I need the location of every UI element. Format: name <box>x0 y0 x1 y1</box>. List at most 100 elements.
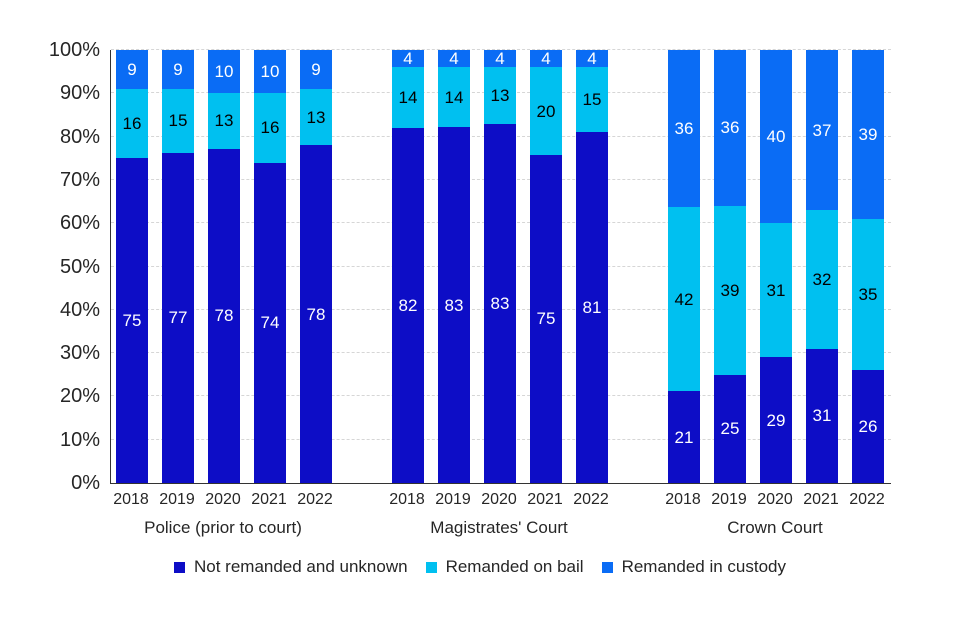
year-label: 2021 <box>803 491 839 508</box>
bar-2022: 39 35 26 <box>852 50 884 483</box>
bar-segment-remanded-on-bail: 13 <box>208 92 240 149</box>
y-axis-tick-label: 70% <box>59 168 100 191</box>
bar-segment-remanded-in-custody: 9 <box>116 50 148 89</box>
plot-area: 9 16 75 9 15 77 10 13 78 10 16 74 9 13 78 4 14 82 4 14 83 4 13… <box>110 49 891 484</box>
year-label: 2022 <box>849 491 885 508</box>
bar-value-label: 81 <box>582 298 602 318</box>
bar-segment-remanded-in-custody: 36 <box>714 50 746 206</box>
bar-segment-remanded-on-bail: 20 <box>530 67 562 155</box>
bar-value-label: 75 <box>536 309 556 329</box>
y-axis-tick-label: 100% <box>48 39 100 61</box>
y-axis-tick-label: 50% <box>59 255 100 278</box>
bar-value-label: 78 <box>214 306 234 326</box>
bar-value-label: 31 <box>812 406 832 426</box>
bar-value-label: 4 <box>541 49 551 69</box>
year-label: 2022 <box>573 491 609 508</box>
bar-value-label: 42 <box>674 289 694 309</box>
bar-segment-remanded-on-bail: 15 <box>162 88 194 153</box>
bar-segment-remanded-on-bail: 13 <box>484 67 516 124</box>
bar-value-label: 36 <box>720 118 740 138</box>
bar-segment-remanded-in-custody: 9 <box>162 50 194 89</box>
year-label: 2020 <box>757 491 793 508</box>
bar-value-label: 4 <box>449 49 459 69</box>
group-label: Magistrates' Court <box>430 518 568 537</box>
bar-segment-remanded-on-bail: 16 <box>254 93 286 163</box>
bar-2018: 4 14 82 <box>392 50 424 483</box>
bar-value-label: 4 <box>403 49 413 69</box>
y-axis-tick-label: 20% <box>59 385 100 408</box>
bar-segment-remanded-in-custody: 4 <box>530 49 562 69</box>
bar-2019: 9 15 77 <box>162 50 194 483</box>
bar-value-label: 16 <box>260 118 280 138</box>
bar-value-label: 14 <box>444 87 464 107</box>
y-axis-tick-label: 0% <box>71 472 100 494</box>
bar-value-label: 40 <box>766 127 786 147</box>
y-axis-tick-label: 80% <box>59 125 100 148</box>
bar-value-label: 39 <box>720 280 740 300</box>
bar-value-label: 75 <box>122 311 142 331</box>
bar-value-label: 83 <box>490 293 510 313</box>
bar-segment-remanded-on-bail: 14 <box>392 67 424 128</box>
bar-segment-remanded-in-custody: 10 <box>208 50 240 93</box>
legend-item: Not remanded and unknown <box>173 557 408 577</box>
bar-value-label: 14 <box>398 88 418 108</box>
bar-2022: 9 13 78 <box>300 50 332 483</box>
bar-value-label: 32 <box>812 269 832 289</box>
bar-value-label: 77 <box>168 308 188 328</box>
bar-value-label: 74 <box>260 313 280 333</box>
bar-segment-remanded-on-bail: 42 <box>668 207 700 392</box>
bar-segment-not-remanded-and-unknown: 82 <box>392 127 424 483</box>
bar-segment-not-remanded-and-unknown: 21 <box>668 391 700 483</box>
bar-value-label: 36 <box>674 119 694 139</box>
bar-2021: 10 16 74 <box>254 50 286 483</box>
bar-value-label: 26 <box>858 417 878 437</box>
bar-segment-remanded-on-bail: 39 <box>714 205 746 375</box>
bar-value-label: 78 <box>306 304 326 324</box>
bar-value-label: 16 <box>122 114 142 134</box>
bar-segment-remanded-on-bail: 16 <box>116 88 148 159</box>
bar-value-label: 4 <box>495 49 505 69</box>
legend-swatch-not-remanded-and-unknown <box>173 561 185 573</box>
bar-2020: 40 31 29 <box>760 50 792 483</box>
bar-value-label: 25 <box>720 419 740 439</box>
bar-2020: 4 13 83 <box>484 50 516 483</box>
bar-segment-not-remanded-and-unknown: 31 <box>806 348 838 483</box>
bar-segment-remanded-on-bail: 15 <box>576 67 608 133</box>
bar-segment-remanded-on-bail: 14 <box>438 67 470 128</box>
bar-segment-not-remanded-and-unknown: 83 <box>438 127 470 483</box>
y-axis-tick-label: 30% <box>59 342 100 365</box>
bar-segment-not-remanded-and-unknown: 75 <box>530 154 562 483</box>
bar-group-magistrates-court: 4 14 82 4 14 83 4 13 83 4 20 75 4 15 81 <box>392 50 608 483</box>
bar-value-label: 10 <box>214 61 234 81</box>
bar-segment-not-remanded-and-unknown: 77 <box>162 152 194 483</box>
bar-segment-remanded-in-custody: 4 <box>392 49 424 69</box>
bar-value-label: 13 <box>490 85 510 105</box>
bar-2021: 37 32 31 <box>806 50 838 483</box>
y-axis-tick-label: 90% <box>59 82 100 105</box>
bar-value-label: 31 <box>766 280 786 300</box>
bar-segment-remanded-in-custody: 39 <box>852 50 884 219</box>
legend-item: Remanded on bail <box>425 557 584 577</box>
bar-group-police-prior-to-court: 9 16 75 9 15 77 10 13 78 10 16 74 9 13 78 <box>116 50 332 483</box>
x-axis-year-labels: 2018 2019 2020 2021 2022 <box>660 490 890 510</box>
bar-value-label: 37 <box>812 120 832 140</box>
bar-segment-remanded-in-custody: 4 <box>438 49 470 69</box>
y-axis-tick-label: 40% <box>59 298 100 321</box>
gridline <box>111 49 891 50</box>
bar-segment-not-remanded-and-unknown: 74 <box>254 162 286 483</box>
bar-value-label: 4 <box>587 49 597 69</box>
bar-value-label: 13 <box>306 107 326 127</box>
legend-label: Not remanded and unknown <box>193 557 408 576</box>
legend: Not remanded and unknown Remanded on bail… <box>0 557 960 577</box>
bar-segment-remanded-in-custody: 37 <box>806 50 838 211</box>
bar-value-label: 9 <box>311 59 321 79</box>
y-axis-tick-label: 60% <box>59 212 100 235</box>
year-label: 2019 <box>159 491 195 508</box>
group-label: Police (prior to court) <box>144 518 302 537</box>
bar-segment-remanded-in-custody: 4 <box>576 49 608 69</box>
bar-segment-remanded-in-custody: 4 <box>484 49 516 69</box>
bar-segment-not-remanded-and-unknown: 25 <box>714 374 746 483</box>
bar-group-crown-court: 36 42 21 36 39 25 40 31 29 37 32 31 39 35 26 <box>668 50 884 483</box>
bar-value-label: 21 <box>674 427 694 447</box>
